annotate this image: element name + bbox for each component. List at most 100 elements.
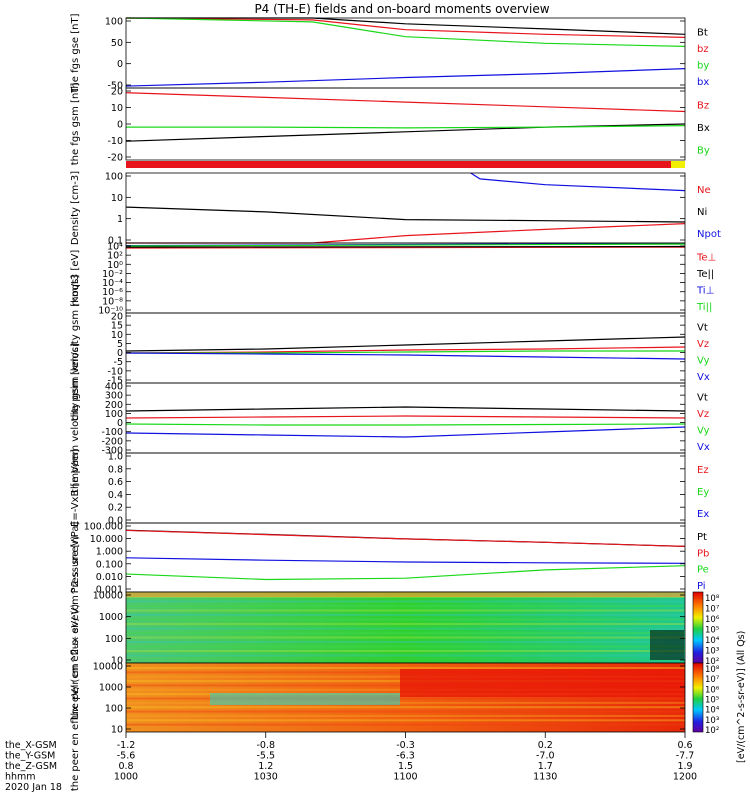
y-tick-label: -20 (107, 153, 123, 164)
legend-label: Te⊥ (696, 252, 716, 263)
colorbar-gradient (692, 591, 704, 664)
y-axis-label: Pressure [nPa] (70, 522, 81, 594)
time-axis-value: -0.8 (256, 740, 275, 751)
time-axis-value: -0.3 (396, 740, 415, 751)
time-axis-value: -1.2 (117, 740, 136, 751)
y-tick-label: 100.000 (84, 522, 123, 533)
y-tick-label: 0.1 (108, 236, 123, 247)
heatmap-band (126, 627, 685, 630)
panel-4: Te⊥ Te|| Ti⊥ Ti|| 10⁴10²10⁰10⁻²10⁻⁴10⁻⁶10⁻⁸1… (70, 242, 716, 317)
panel-2 (126, 161, 685, 168)
y-tick-label: 10⁻⁸ (102, 296, 123, 307)
y-tick-label: 0.0 (108, 516, 123, 527)
panel-frame (125, 242, 686, 314)
legend-label: Ti|| (696, 302, 712, 313)
legend-label: Vt (697, 392, 708, 403)
legend-label: Vy (697, 355, 710, 366)
heatmap-band (126, 636, 685, 639)
y-tick-label: 200 (105, 400, 123, 411)
panel-3: Ne Ni Npot 100 10 1 0.1 Density [cm-3] (70, 171, 721, 247)
colorbar-tick-label: 10⁴ (705, 706, 720, 716)
series-line (125, 346, 686, 354)
legend-label: Bz (697, 100, 709, 111)
colorbar-tick-label: 10⁴ (705, 636, 720, 646)
time-axis-value: 0.6 (677, 740, 692, 751)
series-line (125, 565, 686, 581)
series-line (470, 172, 686, 192)
series-line (125, 336, 686, 352)
time-axis-row-label: the_Z-GSM (5, 761, 57, 772)
y-tick-label: 0 (117, 120, 123, 131)
time-axis-value: 1130 (533, 772, 557, 783)
y-tick-label: 10⁰ (107, 260, 123, 271)
colorbar-tick-label: 10⁶ (705, 615, 720, 625)
y-tick-label: 0 (117, 59, 123, 70)
legend-label: Pi (697, 581, 706, 592)
series-line (126, 223, 686, 244)
time-axis-row-label: 2020 Jan 18 (5, 782, 62, 793)
time-axis-value: -5.6 (117, 751, 136, 762)
colorbar-gradient (692, 662, 704, 733)
legend-label: Ey (697, 487, 709, 498)
legend-label: Pt (697, 532, 707, 543)
y-tick-label: 10000 (93, 662, 123, 673)
heatmap-band (126, 723, 685, 726)
y-tick-label: 10⁻¹⁰ (98, 306, 123, 317)
panel-0: Bt bz by bx 100 50 0 -50 the fgs gse [nT] (70, 13, 709, 92)
y-tick-label: 100 (105, 17, 123, 28)
y-tick-label: 0 (117, 418, 123, 429)
y-axis-label: moqt3 [eV] (70, 250, 81, 307)
y-tick-label: 10 (111, 725, 123, 736)
colorbar-tick-label: 10³ (705, 716, 719, 726)
legend-label: Vt (697, 322, 708, 333)
y-tick-label: 10 (111, 103, 123, 114)
legend-label: Bt (697, 27, 708, 38)
colorbar-tick-label: 10⁸ (705, 594, 720, 604)
time-axis-value: -7.7 (676, 751, 695, 762)
time-axis-value: 1100 (393, 772, 417, 783)
series-line (125, 68, 686, 87)
colorbar-tick-label: 10³ (705, 647, 719, 657)
y-tick-label: -300 (101, 446, 123, 457)
y-tick-label: 400 (105, 382, 123, 393)
time-axis-value: 1.2 (258, 761, 273, 772)
time-axis-row-label: the_Y-GSM (5, 751, 55, 762)
legend-label: by (697, 60, 709, 71)
legend-label: Vy (697, 425, 710, 436)
heatmap-band (126, 614, 685, 616)
panel-1: Bz Bx By 20 10 0 -10 -20 the fgs gsm [nT] (70, 83, 710, 166)
series-line (125, 423, 686, 426)
y-tick-label: 10 (111, 330, 123, 341)
y-tick-label: 0 (117, 348, 123, 359)
y-tick-label: 0.2 (108, 503, 123, 514)
colorbar-title: [eV/(cm^2-s-sr-eV)] (All Qs) (736, 631, 747, 763)
y-tick-label: 0.010 (96, 572, 123, 583)
y-tick-label: 100 (105, 172, 123, 183)
y-tick-label: 0.001 (96, 585, 123, 596)
series-line (126, 350, 685, 354)
series-line (125, 529, 686, 547)
y-tick-label: 0.4 (108, 490, 123, 501)
y-tick-label: 0.100 (96, 559, 123, 570)
legend-label: bx (697, 77, 709, 88)
series-line (125, 243, 686, 247)
legend-label: Pe (697, 565, 709, 576)
series-line (125, 17, 686, 38)
time-axis-value: 1200 (673, 772, 697, 783)
legend-label: Npot (697, 229, 721, 240)
heatmap-hot-region (400, 669, 685, 697)
colorbar-tick-label: 10⁷ (705, 675, 720, 685)
flag-segment (671, 161, 685, 168)
plot-title: P4 (TH-E) fields and on-board moments ov… (254, 2, 549, 16)
y-tick-label: 10000 (93, 591, 123, 602)
heatmap-band (126, 641, 685, 643)
flag-segment (126, 161, 672, 168)
series-line (125, 246, 686, 249)
y-axis-label: the fgs gse [nT] (70, 13, 81, 92)
time-axis-row-label: hhmm (5, 772, 36, 783)
legend-label: Te|| (696, 269, 714, 280)
y-tick-label: 1.000 (96, 547, 123, 558)
